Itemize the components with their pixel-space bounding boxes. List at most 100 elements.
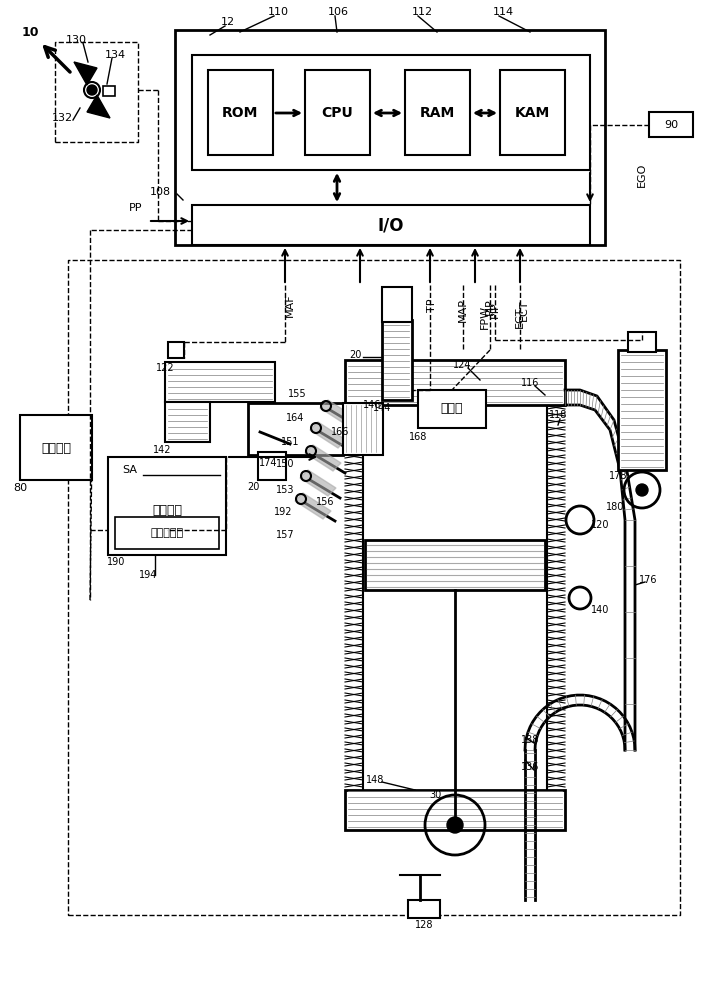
Bar: [103, 86, 115, 96]
Text: 12: 12: [221, 17, 235, 27]
Text: 80: 80: [13, 483, 27, 493]
Bar: [418, 390, 486, 428]
Text: 150: 150: [276, 459, 294, 469]
Text: 114: 114: [493, 7, 513, 17]
Bar: [382, 320, 412, 400]
Text: 106: 106: [328, 7, 348, 17]
Text: 130: 130: [66, 35, 86, 45]
Text: SA: SA: [123, 465, 138, 475]
Text: 110: 110: [268, 7, 288, 17]
Text: ECT: ECT: [519, 299, 529, 321]
Text: 134: 134: [104, 50, 126, 60]
Text: 128: 128: [415, 920, 433, 930]
Text: 178: 178: [609, 471, 628, 481]
Text: PIP: PIP: [485, 299, 495, 315]
Polygon shape: [300, 470, 336, 496]
Bar: [500, 70, 565, 155]
Text: 148: 148: [366, 775, 384, 785]
Text: 156: 156: [316, 497, 334, 507]
Bar: [258, 452, 286, 480]
Text: 离子传感器: 离子传感器: [151, 528, 183, 538]
Text: PIP: PIP: [490, 302, 500, 318]
Polygon shape: [74, 62, 97, 85]
Text: 124: 124: [453, 360, 471, 370]
Bar: [305, 70, 370, 155]
Text: 190: 190: [107, 557, 125, 567]
Polygon shape: [310, 422, 346, 448]
Polygon shape: [320, 400, 356, 426]
Polygon shape: [305, 445, 341, 471]
Text: 136: 136: [521, 762, 539, 772]
Polygon shape: [87, 95, 110, 118]
Bar: [165, 402, 210, 442]
Text: 120: 120: [590, 520, 609, 530]
Text: 157: 157: [276, 530, 294, 540]
Text: 30: 30: [429, 790, 441, 800]
Text: 146: 146: [363, 400, 381, 410]
Text: 112: 112: [411, 7, 433, 17]
Text: I/O: I/O: [378, 216, 404, 234]
Text: 176: 176: [639, 575, 658, 585]
Bar: [192, 55, 590, 170]
Text: 194: 194: [139, 570, 157, 580]
Bar: [649, 112, 693, 137]
Bar: [408, 900, 440, 918]
Text: 164: 164: [286, 413, 304, 423]
Text: 153: 153: [276, 485, 294, 495]
Text: 144: 144: [373, 403, 391, 413]
Bar: [345, 790, 565, 830]
Bar: [405, 70, 470, 155]
Text: MAP: MAP: [458, 298, 468, 322]
Text: KAM: KAM: [514, 106, 550, 120]
Text: 180: 180: [605, 502, 624, 512]
Bar: [343, 403, 383, 455]
Text: 168: 168: [409, 432, 427, 442]
Text: 122: 122: [156, 363, 174, 373]
Bar: [618, 350, 666, 470]
Circle shape: [636, 484, 648, 496]
Text: 166: 166: [331, 427, 349, 437]
Text: ROM: ROM: [222, 106, 258, 120]
Bar: [165, 362, 275, 402]
Text: 155: 155: [288, 389, 306, 399]
Text: 燃料系统: 燃料系统: [41, 442, 71, 454]
Bar: [628, 332, 656, 352]
Bar: [168, 342, 184, 358]
Text: TP: TP: [427, 298, 437, 312]
Text: 140: 140: [590, 605, 609, 615]
Bar: [20, 415, 92, 480]
Bar: [108, 457, 226, 555]
Circle shape: [87, 85, 97, 95]
Text: 142: 142: [153, 445, 171, 455]
Text: MAF: MAF: [285, 293, 295, 317]
Text: 174: 174: [258, 458, 277, 468]
Text: EGO: EGO: [637, 163, 647, 187]
Text: 192: 192: [273, 507, 292, 517]
Text: PP: PP: [129, 203, 143, 213]
Circle shape: [447, 817, 463, 833]
Text: 116: 116: [521, 378, 539, 388]
Text: CPU: CPU: [321, 106, 353, 120]
Bar: [248, 403, 343, 455]
Text: 132: 132: [51, 113, 73, 123]
Text: ECT: ECT: [515, 306, 525, 328]
Bar: [192, 205, 590, 245]
Text: 151: 151: [281, 437, 299, 447]
Bar: [175, 30, 605, 245]
Bar: [208, 70, 273, 155]
Bar: [115, 517, 219, 549]
Text: 20: 20: [247, 482, 259, 492]
Text: RAM: RAM: [419, 106, 455, 120]
Text: 138: 138: [521, 735, 539, 745]
Text: 108: 108: [149, 187, 171, 197]
Polygon shape: [295, 493, 331, 519]
Text: 118: 118: [549, 410, 567, 420]
Bar: [365, 540, 545, 590]
Text: 20: 20: [349, 350, 361, 360]
Bar: [345, 360, 565, 405]
Text: 驱动器: 驱动器: [441, 402, 463, 416]
Text: 10: 10: [21, 26, 39, 39]
Text: 90: 90: [664, 120, 678, 130]
Text: 点火系统: 点火系统: [152, 504, 182, 516]
Text: FPW: FPW: [480, 305, 490, 329]
